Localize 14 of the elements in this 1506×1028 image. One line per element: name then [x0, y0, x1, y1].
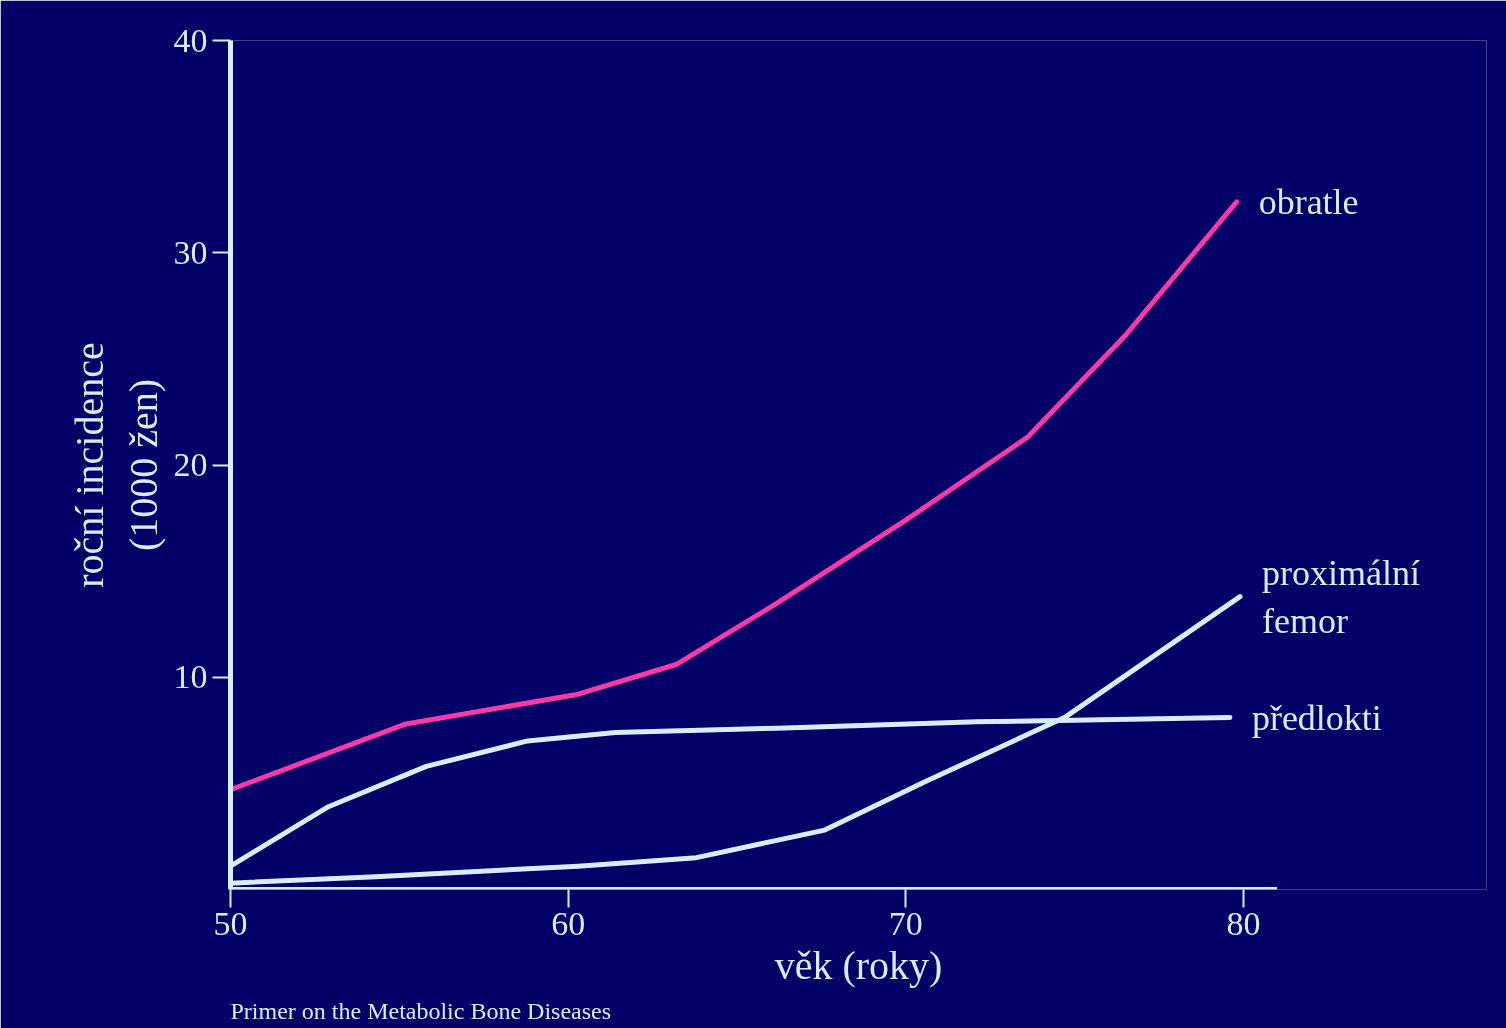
series-label: předlokti — [1251, 697, 1382, 738]
x-tick-label: 50 — [213, 904, 248, 942]
y-tick-label: 40 — [173, 21, 208, 59]
y-axis-title: roční incidence (1000 žen) — [66, 342, 166, 588]
text: Primer on the Metabolic Bone Diseases — [230, 997, 612, 1024]
x-tick-label: 70 — [888, 904, 923, 942]
series-label: proximální femor — [1262, 552, 1421, 641]
y-tick-label: 30 — [173, 233, 208, 271]
y-tick-label: 10 — [173, 658, 208, 696]
x-axis-title: věk (roky) — [774, 942, 943, 988]
x-tick-label: 60 — [551, 904, 586, 942]
series-label: obratle — [1258, 181, 1359, 222]
x-tick-label: 80 — [1226, 904, 1261, 942]
y-tick-label: 20 — [173, 446, 208, 483]
